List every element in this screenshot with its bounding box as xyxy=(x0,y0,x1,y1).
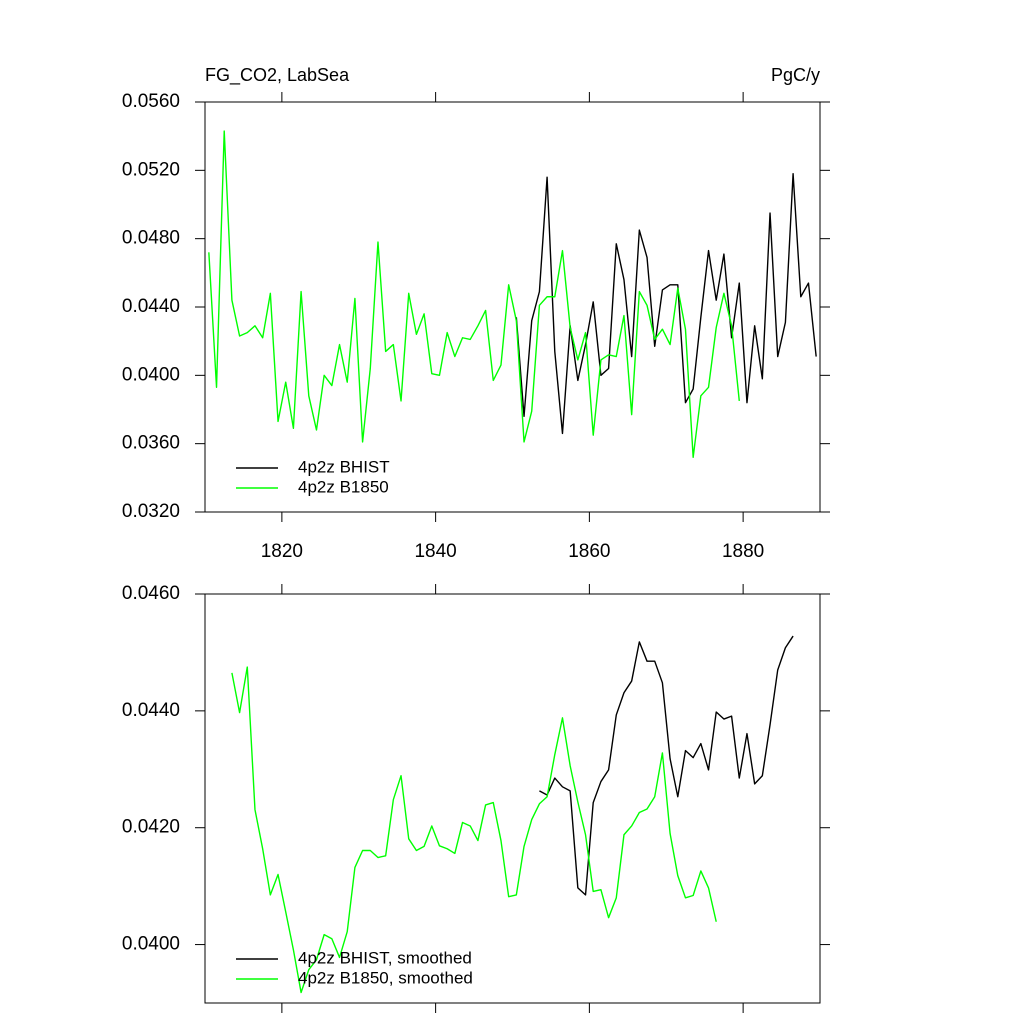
legend-label: 4p2z B1850 xyxy=(298,477,389,496)
x-tick-label: 1880 xyxy=(722,541,764,562)
x-tick-label: 1860 xyxy=(568,541,610,562)
legend-label: 4p2z BHIST, smoothed xyxy=(298,948,472,967)
y-tick-label: 0.0520 xyxy=(122,159,180,180)
y-tick-label: 0.0420 xyxy=(122,817,180,838)
y-tick-label: 0.0360 xyxy=(122,433,180,454)
plot-frame xyxy=(204,593,821,1004)
y-tick-label: 0.0460 xyxy=(122,583,180,604)
y-tick-label: 0.0560 xyxy=(122,91,180,112)
y-tick-label: 0.0400 xyxy=(122,934,180,955)
y-tick-label: 0.0400 xyxy=(122,364,180,385)
y-tick-label: 0.0480 xyxy=(122,228,180,249)
data-line xyxy=(539,635,794,896)
plot-frame xyxy=(204,101,821,513)
legend-label: 4p2z BHIST xyxy=(298,457,390,476)
x-tick-label: 1840 xyxy=(414,541,456,562)
x-tick-label: 1820 xyxy=(261,541,303,562)
data-line xyxy=(208,130,740,459)
chart-title: FG_CO2, LabSea xyxy=(205,65,350,86)
data-line xyxy=(231,666,717,994)
units-label: PgC/y xyxy=(771,65,820,85)
y-tick-label: 0.0440 xyxy=(122,700,180,721)
legend-label: 4p2z B1850, smoothed xyxy=(298,968,473,987)
y-tick-label: 0.0440 xyxy=(122,296,180,317)
data-line xyxy=(515,173,817,435)
y-tick-label: 0.0320 xyxy=(122,501,180,522)
